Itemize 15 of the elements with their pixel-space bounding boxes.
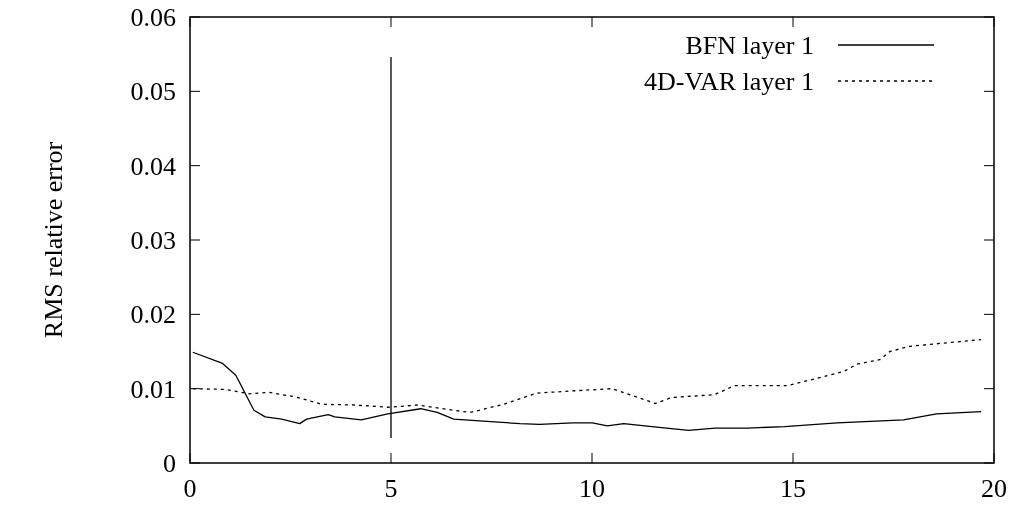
y-tick-label: 0.04 xyxy=(130,151,176,181)
x-tick-label: 10 xyxy=(579,474,605,503)
x-tick-label: 5 xyxy=(384,474,398,503)
y-axis-title: RMS relative error xyxy=(39,141,68,339)
y-tick-label: 0.03 xyxy=(130,226,176,256)
x-tick-label: 15 xyxy=(780,474,806,503)
y-tick-label: 0.06 xyxy=(130,3,176,33)
y-tick-label: 0.02 xyxy=(130,300,176,330)
y-tick-label: 0.01 xyxy=(130,374,176,404)
legend-label: 4D-VAR layer 1 xyxy=(644,67,814,97)
x-tick-label: 0 xyxy=(183,474,197,503)
legend-label: BFN layer 1 xyxy=(685,31,814,61)
x-tick-label: 20 xyxy=(981,474,1007,503)
y-tick-label: 0.05 xyxy=(130,77,176,107)
y-tick-label: 0 xyxy=(163,449,176,479)
